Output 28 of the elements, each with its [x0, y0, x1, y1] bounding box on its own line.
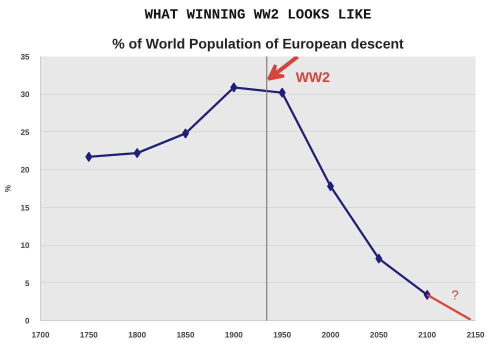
x-tick-label: 2100: [418, 330, 437, 340]
point: [85, 152, 92, 162]
chart-subtitle: % of World Population of European descent: [112, 36, 404, 52]
point: [278, 88, 286, 98]
y-tick-label: 35: [20, 52, 30, 62]
x-tick-label: 2000: [322, 330, 340, 340]
y-tick-label: 10: [20, 241, 30, 250]
x-tick-label: 2050: [370, 330, 388, 340]
point: [230, 82, 238, 92]
y-tick-label: 15: [20, 203, 30, 212]
y-tick-label: 5: [25, 278, 30, 288]
x-tick-label: 1800: [128, 330, 147, 340]
y-tick-label: 25: [20, 128, 30, 137]
x-tick-label: 2150: [466, 330, 485, 340]
y-axis-title: %: [4, 184, 13, 192]
x-tick-label: 1750: [80, 330, 98, 340]
y-tick-label: 0: [25, 316, 30, 326]
annotation: WW2: [296, 69, 330, 86]
x-tick-label: 1950: [273, 330, 292, 340]
point: [375, 254, 382, 264]
chart-title: WHAT WINNING WW2 LOOKS LIKE: [144, 8, 372, 24]
x-tick-label: 1850: [176, 330, 195, 340]
x-tick-label: 1900: [224, 330, 244, 340]
annotation: ?: [451, 287, 459, 302]
point: [134, 148, 141, 158]
y-tick-label: 30: [20, 90, 30, 100]
x-tick-label: 1700: [32, 330, 50, 340]
y-tick-label: 20: [20, 166, 30, 175]
